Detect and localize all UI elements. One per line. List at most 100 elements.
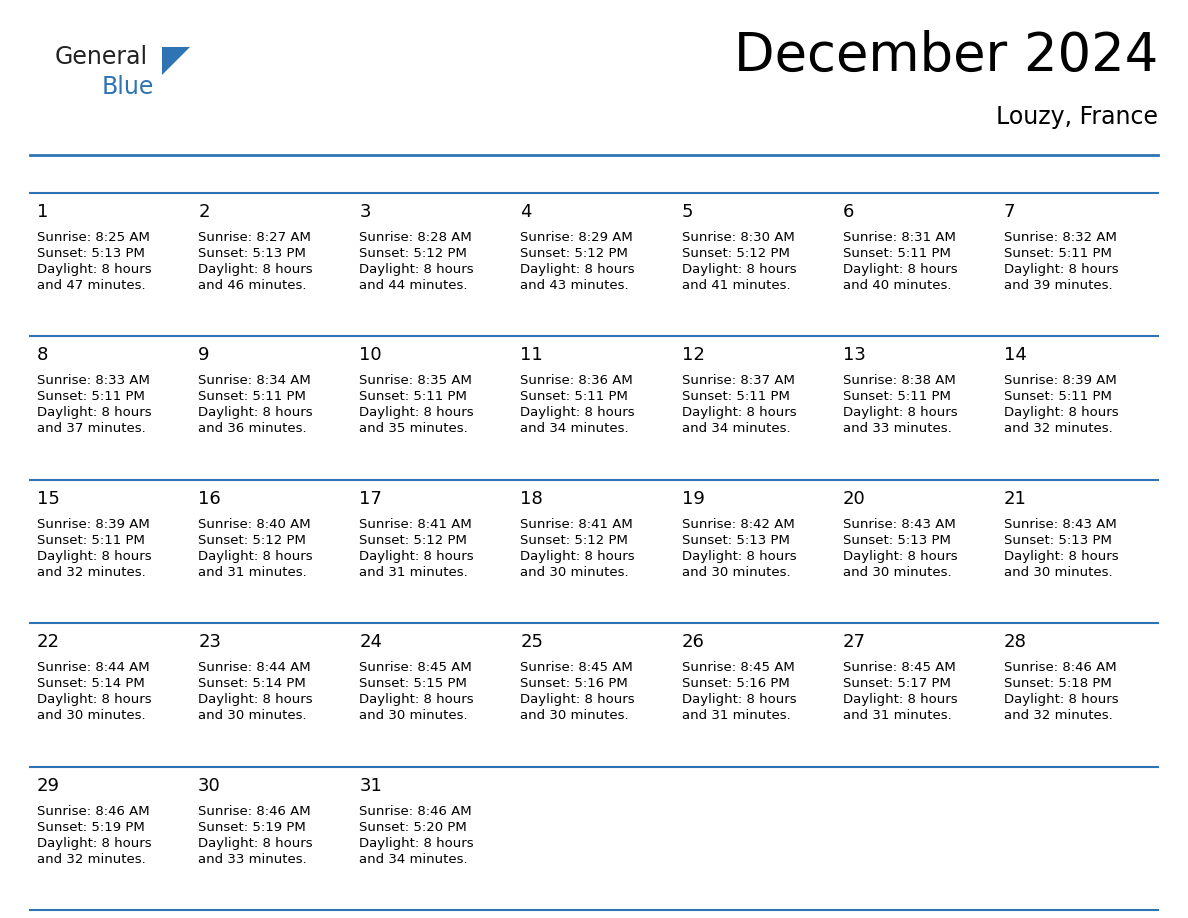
Text: Sunrise: 8:46 AM: Sunrise: 8:46 AM xyxy=(198,804,311,818)
Text: Sunrise: 8:43 AM: Sunrise: 8:43 AM xyxy=(1004,518,1117,531)
Text: Sunset: 5:11 PM: Sunset: 5:11 PM xyxy=(842,390,950,403)
Text: 18: 18 xyxy=(520,490,543,508)
Text: December 2024: December 2024 xyxy=(734,30,1158,82)
Text: Sunset: 5:13 PM: Sunset: 5:13 PM xyxy=(682,533,790,547)
Text: 22: 22 xyxy=(37,633,61,651)
Text: Sunset: 5:11 PM: Sunset: 5:11 PM xyxy=(682,390,790,403)
Text: and 43 minutes.: and 43 minutes. xyxy=(520,279,630,292)
Text: Sunrise: 8:25 AM: Sunrise: 8:25 AM xyxy=(37,231,150,244)
Text: 28: 28 xyxy=(1004,633,1026,651)
Text: Sunset: 5:11 PM: Sunset: 5:11 PM xyxy=(842,247,950,260)
Text: and 46 minutes.: and 46 minutes. xyxy=(198,279,307,292)
Text: and 31 minutes.: and 31 minutes. xyxy=(359,565,468,579)
Text: Daylight: 8 hours: Daylight: 8 hours xyxy=(37,550,152,563)
Text: 2: 2 xyxy=(198,203,209,221)
Text: 5: 5 xyxy=(682,203,693,221)
Text: and 30 minutes.: and 30 minutes. xyxy=(1004,565,1112,579)
Text: and 37 minutes.: and 37 minutes. xyxy=(37,422,146,435)
Text: Sunset: 5:11 PM: Sunset: 5:11 PM xyxy=(1004,247,1112,260)
Text: Sunrise: 8:40 AM: Sunrise: 8:40 AM xyxy=(198,518,311,531)
Text: and 33 minutes.: and 33 minutes. xyxy=(842,422,952,435)
Text: Sunrise: 8:42 AM: Sunrise: 8:42 AM xyxy=(682,518,795,531)
Text: and 33 minutes.: and 33 minutes. xyxy=(198,853,307,866)
Text: Sunset: 5:11 PM: Sunset: 5:11 PM xyxy=(198,390,307,403)
Text: and 30 minutes.: and 30 minutes. xyxy=(520,565,630,579)
Text: Sunset: 5:20 PM: Sunset: 5:20 PM xyxy=(359,821,467,834)
Text: Daylight: 8 hours: Daylight: 8 hours xyxy=(842,263,958,276)
Text: Sunrise: 8:44 AM: Sunrise: 8:44 AM xyxy=(37,661,150,674)
Text: Daylight: 8 hours: Daylight: 8 hours xyxy=(682,263,796,276)
Text: Daylight: 8 hours: Daylight: 8 hours xyxy=(37,407,152,420)
Text: Sunset: 5:12 PM: Sunset: 5:12 PM xyxy=(520,247,628,260)
Text: 3: 3 xyxy=(359,203,371,221)
Text: Sunset: 5:18 PM: Sunset: 5:18 PM xyxy=(1004,677,1112,690)
Text: Daylight: 8 hours: Daylight: 8 hours xyxy=(198,407,312,420)
Text: Sunrise: 8:45 AM: Sunrise: 8:45 AM xyxy=(359,661,472,674)
Text: Daylight: 8 hours: Daylight: 8 hours xyxy=(842,693,958,706)
Text: Friday: Friday xyxy=(846,166,898,182)
Text: Sunrise: 8:31 AM: Sunrise: 8:31 AM xyxy=(842,231,955,244)
Text: and 32 minutes.: and 32 minutes. xyxy=(37,853,146,866)
Text: Sunset: 5:16 PM: Sunset: 5:16 PM xyxy=(682,677,789,690)
Text: Daylight: 8 hours: Daylight: 8 hours xyxy=(359,836,474,849)
Text: Sunrise: 8:32 AM: Sunrise: 8:32 AM xyxy=(1004,231,1117,244)
Text: Sunset: 5:13 PM: Sunset: 5:13 PM xyxy=(37,247,145,260)
Text: General: General xyxy=(55,45,148,69)
Text: Daylight: 8 hours: Daylight: 8 hours xyxy=(198,263,312,276)
Text: Daylight: 8 hours: Daylight: 8 hours xyxy=(520,693,636,706)
Text: Sunrise: 8:45 AM: Sunrise: 8:45 AM xyxy=(682,661,795,674)
Text: Sunset: 5:11 PM: Sunset: 5:11 PM xyxy=(520,390,628,403)
Text: 4: 4 xyxy=(520,203,532,221)
Text: and 36 minutes.: and 36 minutes. xyxy=(198,422,307,435)
Text: 9: 9 xyxy=(198,346,209,364)
Text: 14: 14 xyxy=(1004,346,1026,364)
Text: and 40 minutes.: and 40 minutes. xyxy=(842,279,952,292)
Text: 30: 30 xyxy=(198,777,221,795)
Text: Sunrise: 8:37 AM: Sunrise: 8:37 AM xyxy=(682,375,795,387)
Text: and 31 minutes.: and 31 minutes. xyxy=(198,565,307,579)
Text: and 30 minutes.: and 30 minutes. xyxy=(359,710,468,722)
Text: and 31 minutes.: and 31 minutes. xyxy=(842,710,952,722)
Text: Sunset: 5:16 PM: Sunset: 5:16 PM xyxy=(520,677,628,690)
Text: Sunrise: 8:46 AM: Sunrise: 8:46 AM xyxy=(359,804,472,818)
Text: Sunset: 5:12 PM: Sunset: 5:12 PM xyxy=(359,533,467,547)
Text: 6: 6 xyxy=(842,203,854,221)
Text: Sunrise: 8:43 AM: Sunrise: 8:43 AM xyxy=(842,518,955,531)
Text: Louzy, France: Louzy, France xyxy=(997,105,1158,129)
Text: Sunset: 5:14 PM: Sunset: 5:14 PM xyxy=(198,677,305,690)
Text: Sunrise: 8:46 AM: Sunrise: 8:46 AM xyxy=(37,804,150,818)
Text: Sunrise: 8:41 AM: Sunrise: 8:41 AM xyxy=(520,518,633,531)
Text: Sunset: 5:19 PM: Sunset: 5:19 PM xyxy=(198,821,305,834)
Text: Daylight: 8 hours: Daylight: 8 hours xyxy=(1004,693,1118,706)
Text: Daylight: 8 hours: Daylight: 8 hours xyxy=(842,407,958,420)
Text: and 41 minutes.: and 41 minutes. xyxy=(682,279,790,292)
Text: 7: 7 xyxy=(1004,203,1016,221)
Text: Sunrise: 8:33 AM: Sunrise: 8:33 AM xyxy=(37,375,150,387)
Text: Sunrise: 8:27 AM: Sunrise: 8:27 AM xyxy=(198,231,311,244)
Text: Sunrise: 8:45 AM: Sunrise: 8:45 AM xyxy=(520,661,633,674)
Text: Sunset: 5:11 PM: Sunset: 5:11 PM xyxy=(359,390,467,403)
Text: and 35 minutes.: and 35 minutes. xyxy=(359,422,468,435)
Text: and 44 minutes.: and 44 minutes. xyxy=(359,279,468,292)
Text: Sunrise: 8:39 AM: Sunrise: 8:39 AM xyxy=(1004,375,1117,387)
Text: 10: 10 xyxy=(359,346,381,364)
Text: Sunrise: 8:36 AM: Sunrise: 8:36 AM xyxy=(520,375,633,387)
Text: Daylight: 8 hours: Daylight: 8 hours xyxy=(198,550,312,563)
Text: 24: 24 xyxy=(359,633,383,651)
Text: Daylight: 8 hours: Daylight: 8 hours xyxy=(682,693,796,706)
Text: Sunset: 5:11 PM: Sunset: 5:11 PM xyxy=(37,390,145,403)
Text: 26: 26 xyxy=(682,633,704,651)
Text: and 30 minutes.: and 30 minutes. xyxy=(37,710,146,722)
Text: Monday: Monday xyxy=(201,166,267,182)
Text: 1: 1 xyxy=(37,203,49,221)
Text: Sunset: 5:17 PM: Sunset: 5:17 PM xyxy=(842,677,950,690)
Text: Daylight: 8 hours: Daylight: 8 hours xyxy=(1004,263,1118,276)
Text: and 30 minutes.: and 30 minutes. xyxy=(682,565,790,579)
Text: 31: 31 xyxy=(359,777,383,795)
Text: Daylight: 8 hours: Daylight: 8 hours xyxy=(520,407,636,420)
Text: and 39 minutes.: and 39 minutes. xyxy=(1004,279,1112,292)
Text: and 30 minutes.: and 30 minutes. xyxy=(842,565,952,579)
Text: and 31 minutes.: and 31 minutes. xyxy=(682,710,790,722)
Text: Daylight: 8 hours: Daylight: 8 hours xyxy=(198,693,312,706)
Text: Blue: Blue xyxy=(102,75,154,99)
